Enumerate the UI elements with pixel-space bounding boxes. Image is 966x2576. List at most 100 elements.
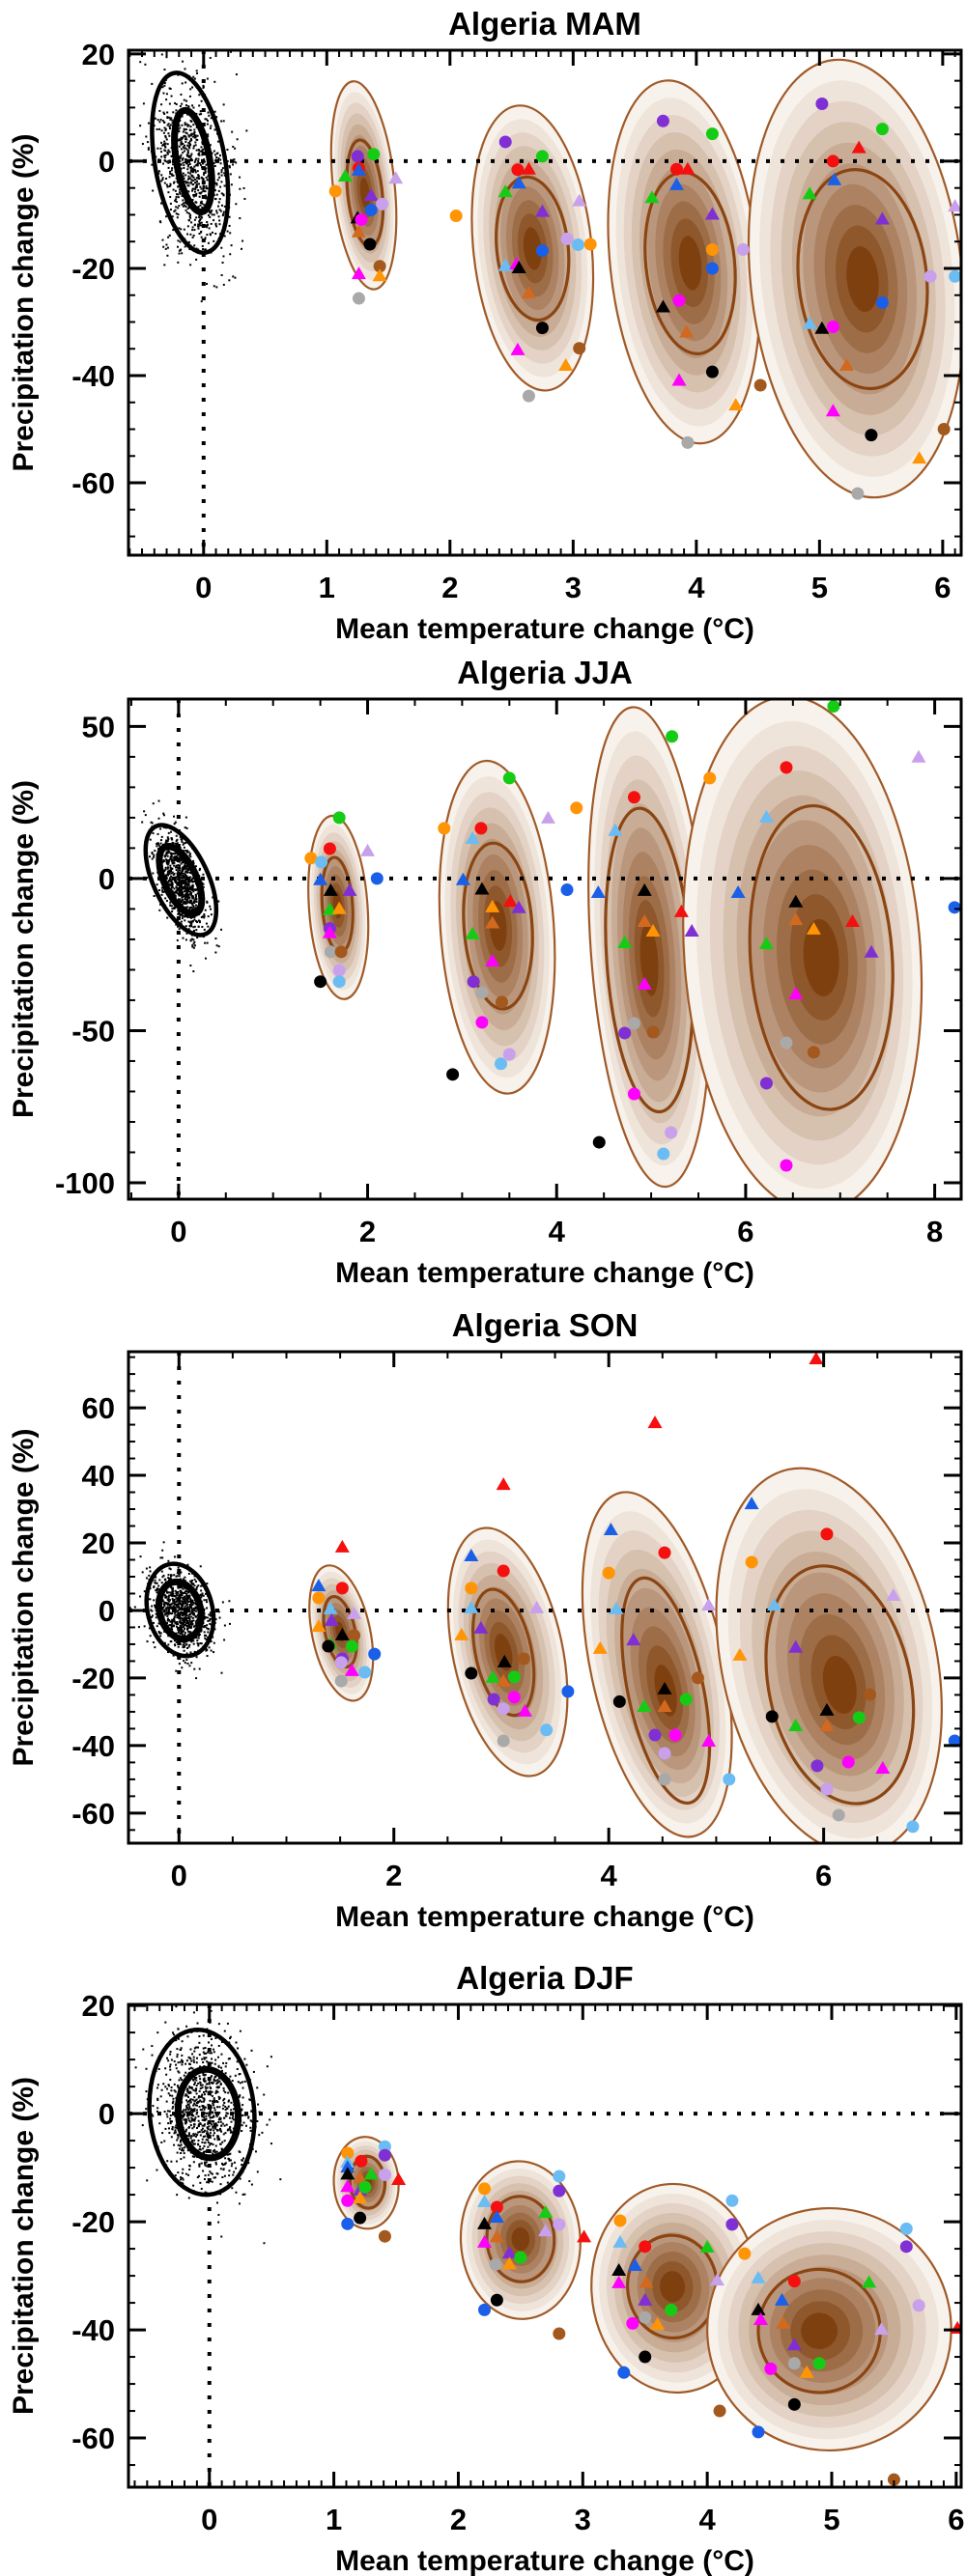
control-dot	[171, 885, 174, 888]
control-dot	[182, 1646, 185, 1649]
marker-orange-triangle	[732, 1647, 748, 1661]
control-dot	[189, 126, 192, 128]
control-dot	[203, 224, 206, 227]
marker-orange-circle	[465, 1582, 478, 1595]
control-dot	[213, 2104, 215, 2107]
control-dot	[154, 1606, 156, 1609]
control-dot	[222, 255, 225, 258]
control-dot	[149, 1635, 152, 1638]
control-dot	[191, 167, 194, 170]
control-dot	[147, 122, 150, 125]
control-dot	[181, 1600, 184, 1603]
control-dot	[209, 144, 212, 147]
control-dot	[211, 2061, 213, 2064]
control-dot	[191, 1608, 194, 1610]
control-dot	[186, 1646, 189, 1649]
control-dot	[175, 1613, 178, 1616]
control-dot	[200, 2094, 203, 2097]
control-dot	[187, 901, 190, 904]
control-dot	[203, 2144, 206, 2147]
control-dot	[162, 111, 165, 114]
control-dot	[233, 2161, 236, 2164]
control-dot	[192, 2011, 195, 2014]
marker-green-triangle	[637, 1699, 652, 1713]
control-dot	[201, 2084, 204, 2086]
marker-blue-triangle	[744, 1497, 759, 1510]
control-dot	[175, 2160, 178, 2163]
control-dot	[176, 2056, 179, 2058]
control-dot	[165, 1610, 168, 1613]
control-dot	[183, 177, 185, 180]
control-dot	[193, 902, 196, 905]
control-dot	[192, 234, 195, 237]
control-dot	[170, 2160, 173, 2163]
control-dot	[175, 201, 178, 204]
control-dot	[163, 143, 166, 146]
control-dot	[177, 2037, 180, 2040]
control-dot	[162, 1603, 165, 1606]
control-dot	[214, 2127, 217, 2130]
control-dot	[151, 1610, 154, 1612]
control-dot	[233, 2170, 236, 2173]
marker-magenta-circle	[507, 1691, 521, 1704]
control-dot	[184, 122, 186, 125]
control-dot	[168, 125, 171, 127]
control-dot	[192, 926, 195, 929]
control-dot	[195, 2127, 198, 2130]
control-dot	[166, 916, 169, 919]
control-dot	[188, 2057, 191, 2059]
control-dot	[223, 2140, 226, 2142]
control-dot	[172, 1654, 175, 1657]
marker-green-circle	[507, 1670, 521, 1684]
model-markers	[311, 1539, 382, 1688]
control-dot	[178, 252, 181, 255]
control-dot	[222, 2099, 225, 2102]
marker-purple-triangle	[704, 207, 720, 220]
marker-green-triangle	[617, 936, 633, 949]
control-dot	[177, 1603, 180, 1606]
control-dot	[181, 1628, 184, 1631]
control-dot	[226, 2181, 229, 2184]
control-dot	[156, 2097, 159, 2100]
control-dot	[169, 904, 172, 907]
control-dot	[150, 1609, 153, 1611]
control-dot	[161, 1556, 164, 1559]
control-dot	[175, 109, 178, 112]
control-dot	[241, 2108, 243, 2111]
marker-purple-triangle	[473, 1620, 489, 1634]
marker-orange-circle	[341, 2146, 355, 2160]
marker-black-triangle	[637, 882, 652, 896]
control-dot	[210, 2038, 213, 2041]
y-tick-label: 0	[99, 145, 115, 179]
control-dot	[190, 1581, 193, 1583]
control-dot	[179, 1618, 182, 1621]
control-dot	[170, 857, 173, 860]
control-dot	[241, 2130, 243, 2133]
control-dot	[203, 2124, 206, 2127]
control-dot	[170, 1607, 173, 1610]
control-dot	[193, 2118, 196, 2121]
control-dot	[188, 2107, 191, 2110]
control-dot	[147, 148, 150, 151]
control-dot	[252, 2070, 255, 2073]
control-dot	[166, 872, 169, 875]
control-dot	[210, 913, 213, 916]
marker-orange-triangle	[501, 2256, 517, 2270]
control-dot	[220, 171, 223, 174]
control-dot	[164, 1578, 167, 1581]
control-dot	[195, 2098, 198, 2101]
marker-magenta-triangle	[510, 342, 526, 355]
control-dot	[203, 2097, 206, 2100]
marker-black-circle	[363, 238, 377, 251]
control-dot	[182, 887, 185, 890]
control-dot	[185, 2111, 187, 2114]
control-dot	[191, 187, 194, 190]
control-dot	[200, 1642, 203, 1645]
control-dot	[188, 1631, 191, 1634]
control-dot	[188, 177, 191, 180]
control-dot	[168, 2132, 171, 2135]
marker-blue-triangle	[464, 1548, 479, 1561]
control-dot	[181, 1666, 184, 1669]
control-dot	[151, 853, 154, 855]
control-dot	[184, 1591, 186, 1594]
